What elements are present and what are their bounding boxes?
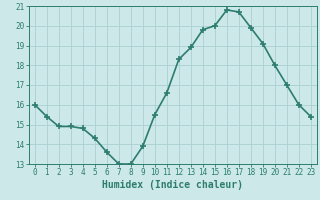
X-axis label: Humidex (Indice chaleur): Humidex (Indice chaleur)	[102, 180, 243, 190]
